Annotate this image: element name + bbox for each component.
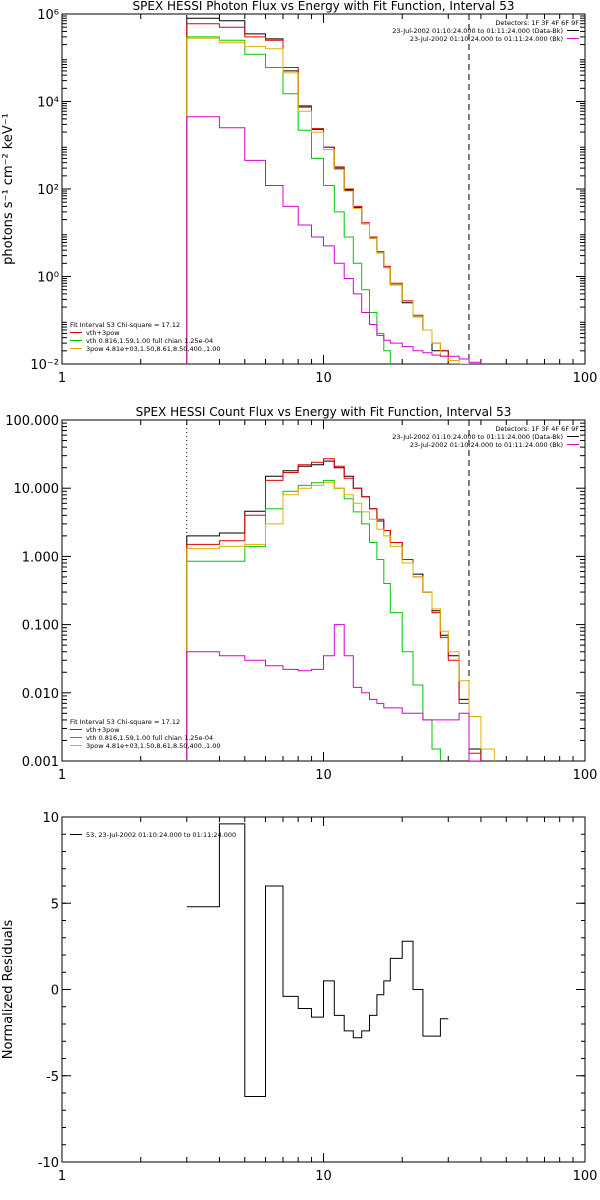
series-line xyxy=(186,479,441,761)
legend-entry-label: 23-Jul-2002 01:10:24.000 to 01:11:24.000… xyxy=(392,27,563,35)
legend-entry-label: 3pow 4.81e+03,1.50,8.61,8.50,400.,1.00 xyxy=(86,742,221,750)
series-line xyxy=(186,17,469,364)
legend-entry-label: vth+3pow xyxy=(86,329,120,337)
photon-flux-panel: SPEX HESSI Photon Flux vs Energy with Fi… xyxy=(1,0,597,386)
series-line xyxy=(186,482,495,761)
y-tick-label: 0.100 xyxy=(22,619,59,634)
y-tick-label: 10⁴ xyxy=(37,96,59,111)
y-tick-label: -10 xyxy=(38,1156,59,1171)
x-tick-label: 1 xyxy=(58,768,66,783)
x-tick-label: 10 xyxy=(315,371,332,386)
series-line xyxy=(186,460,482,761)
y-tick-label: 0.010 xyxy=(22,687,59,702)
legend-entry-label: 53, 23-Jul-2002 01:10:24.000 to 01:11:24… xyxy=(86,831,236,839)
legend-header: Fit Interval 53 Chi-square = 17.12 xyxy=(70,321,180,329)
y-tick-label: -5 xyxy=(46,1070,59,1085)
y-tick-label: 5 xyxy=(51,897,59,912)
y-tick-label: 10⁰ xyxy=(37,271,59,286)
y-tick-label: 0.001 xyxy=(22,755,59,770)
series-line xyxy=(186,116,482,364)
x-tick-label: 1 xyxy=(58,1169,66,1184)
y-tick-label: 1.000 xyxy=(22,550,59,565)
series-line xyxy=(186,458,482,761)
plot-frame xyxy=(61,419,586,762)
x-tick-label: 100 xyxy=(573,768,598,783)
y-tick-label: 10 xyxy=(42,811,59,826)
y-tick-label: 10⁶ xyxy=(37,8,59,23)
y-axis-label: Normalized Residuals xyxy=(1,920,16,1060)
series-line xyxy=(186,37,469,364)
series-line xyxy=(186,23,460,364)
legend-entry-label: 23-Jul-2002 01:10:24.000 to 01:11:24.000… xyxy=(392,433,563,441)
residuals-panel: Normalized Residuals 1 10 100 -10 -5 0 5 10 53, 2… xyxy=(1,811,597,1184)
legend-header: Detectors: 1F 3F 4F 6F 9F xyxy=(495,425,579,433)
count-flux-panel: SPEX HESSI Count Flux vs Energy with Fit… xyxy=(5,405,597,783)
y-tick-label: 10⁻² xyxy=(30,358,59,373)
series-line xyxy=(186,36,391,364)
y-tick-label: 100.000 xyxy=(5,414,59,429)
legend-header: Fit Interval 53 Chi-square = 17.12 xyxy=(70,718,180,726)
legend-entry-label: vth 0.816,1.59,1.00 full chian 1.25e-04 xyxy=(86,337,213,345)
x-tick-label: 100 xyxy=(573,1169,598,1184)
series-line xyxy=(186,624,481,761)
y-tick-label: 0 xyxy=(51,984,59,999)
legend-entry-label: 23-Jul-2002 01:10:24.000 to 01:11:24.000… xyxy=(410,35,563,43)
y-tick-label: 10² xyxy=(37,183,59,198)
x-tick-label: 10 xyxy=(315,768,332,783)
plot-frame xyxy=(61,13,586,365)
x-tick-label: 100 xyxy=(573,371,598,386)
y-tick-label: 10.000 xyxy=(14,482,60,497)
x-tick-label: 10 xyxy=(315,1169,332,1184)
legend-entry-label: vth+3pow xyxy=(86,726,120,734)
series-line xyxy=(186,823,449,1097)
y-axis-label: photons s⁻¹ cm⁻² keV⁻¹ xyxy=(1,113,16,265)
legend-entry-label: 3pow 4.81e+03,1.50,8.61,8.50,400.,1.00 xyxy=(86,345,221,353)
x-tick-label: 1 xyxy=(58,371,66,386)
legend-header: Detectors: 1F 3F 4F 6F 9F xyxy=(495,19,579,27)
legend-entry-label: vth 0.816,1.59,1.00 full chian 1.25e-04 xyxy=(86,734,213,742)
legend-entry-label: 23-Jul-2002 01:10:24.000 to 01:11:24.000… xyxy=(410,441,563,449)
chart-title: SPEX HESSI Photon Flux vs Energy with Fi… xyxy=(133,0,515,13)
chart-title: SPEX HESSI Count Flux vs Energy with Fit… xyxy=(136,405,512,419)
